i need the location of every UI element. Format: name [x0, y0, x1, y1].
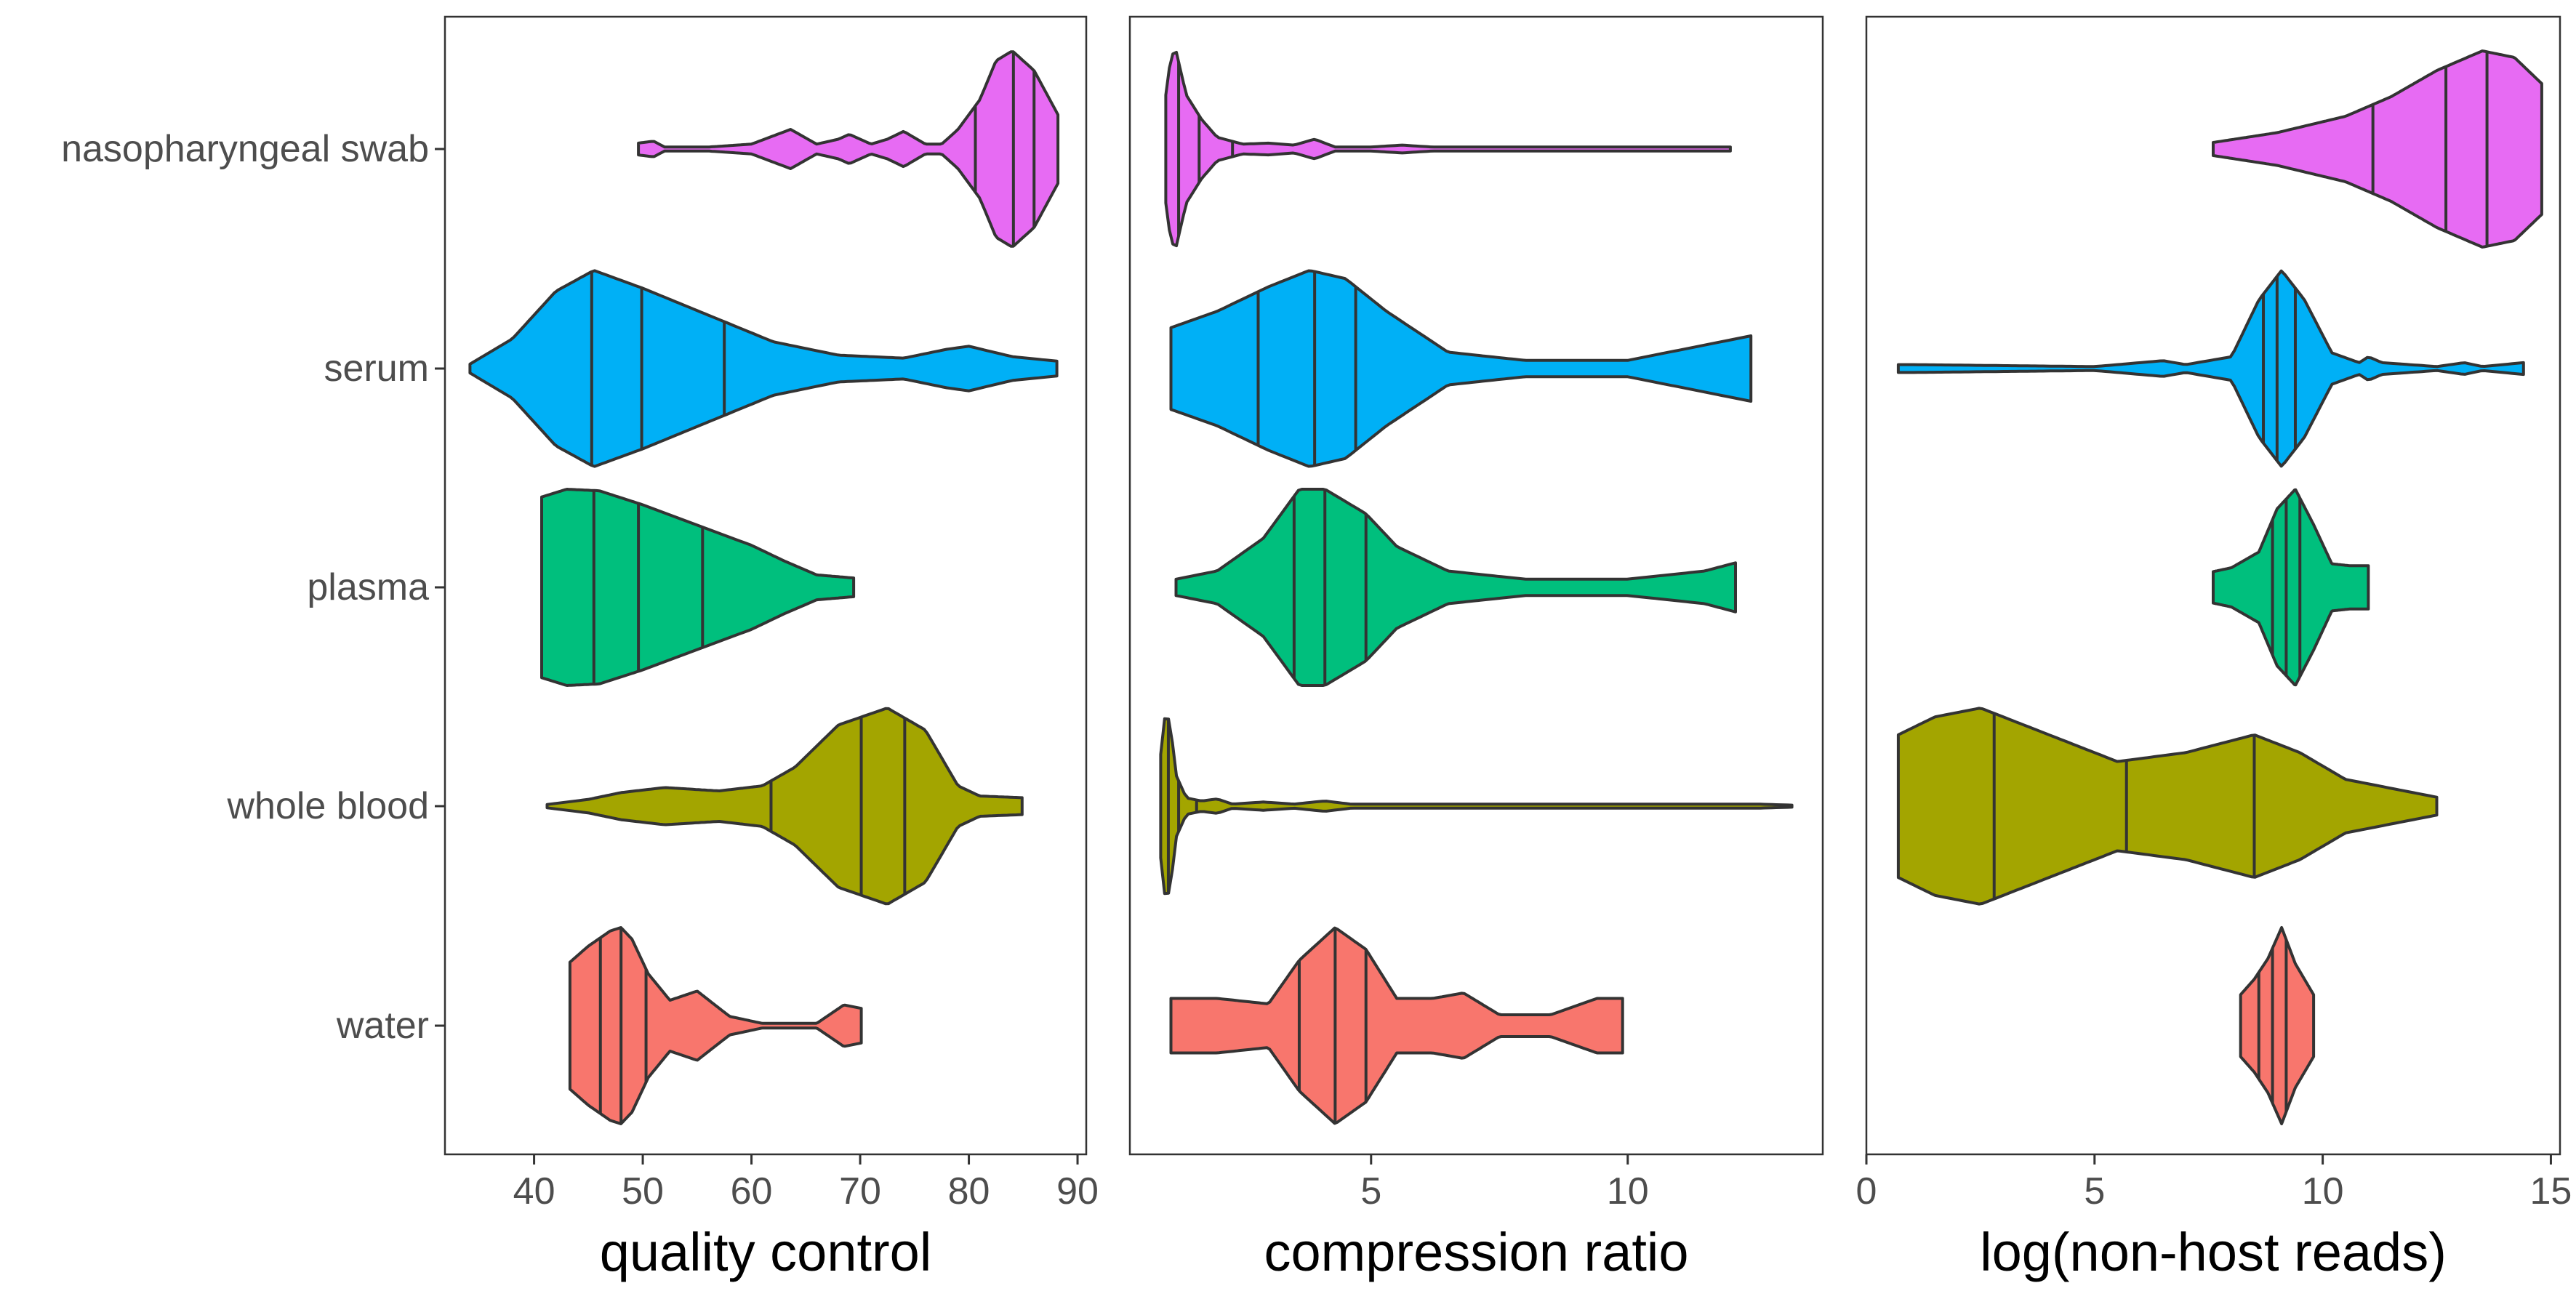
panel-compression-ratio: 5 10 compression ratio	[1128, 15, 1824, 1282]
x-tick-label: 10	[2302, 1170, 2344, 1212]
violin-water	[2239, 926, 2316, 1125]
violin-whole-blood	[1159, 717, 1794, 896]
violin-plasma	[540, 488, 856, 687]
violin-plasma	[2212, 488, 2370, 687]
x-tick-label: 15	[2530, 1170, 2572, 1212]
category-label-plasma: plasma	[307, 566, 429, 608]
category-label-whole-blood: whole blood	[226, 785, 429, 827]
category-label-serum: serum	[324, 347, 429, 390]
x-tick-label: 80	[948, 1170, 990, 1212]
panel-border	[444, 15, 1088, 1156]
violin-nasopharyngeal-swab	[1164, 50, 1732, 248]
violin-water	[568, 926, 863, 1125]
category-label-nasopharyngeal-swab: nasopharyngeal swab	[61, 128, 429, 170]
x-tick-label: 5	[2084, 1170, 2105, 1212]
violin-nasopharyngeal-swab	[2212, 49, 2543, 249]
x-axis-title: log(non-host reads)	[1980, 1222, 2447, 1282]
panel-border	[1865, 15, 2561, 1156]
category-label-water: water	[336, 1005, 429, 1047]
x-tick-label: 60	[731, 1170, 773, 1212]
violin-whole-blood	[1896, 707, 2439, 906]
panel-border	[1128, 15, 1824, 1156]
x-tick-label: 0	[1856, 1170, 1877, 1212]
x-axis-title: quality control	[600, 1222, 932, 1282]
violin-plasma	[1174, 488, 1737, 687]
x-axis-title: compression ratio	[1264, 1222, 1688, 1282]
x-tick-label: 5	[1360, 1170, 1381, 1212]
violin-water	[1169, 926, 1624, 1125]
panel-quality-control: 40 50 60 70 80 90 quality control	[444, 15, 1099, 1282]
violin-serum	[1896, 269, 2525, 468]
violin-serum	[468, 269, 1059, 468]
x-tick-label: 50	[622, 1170, 664, 1212]
x-tick-label: 40	[513, 1170, 555, 1212]
violin-whole-blood	[545, 707, 1024, 906]
x-tick-label: 10	[1607, 1170, 1649, 1212]
panel-log-non-host-reads-: 0 5 10 15 log(non-host reads)	[1856, 15, 2572, 1282]
violin-nasopharyngeal-swab	[637, 50, 1060, 248]
x-tick-label: 70	[839, 1170, 881, 1212]
x-tick-label: 90	[1056, 1170, 1099, 1212]
